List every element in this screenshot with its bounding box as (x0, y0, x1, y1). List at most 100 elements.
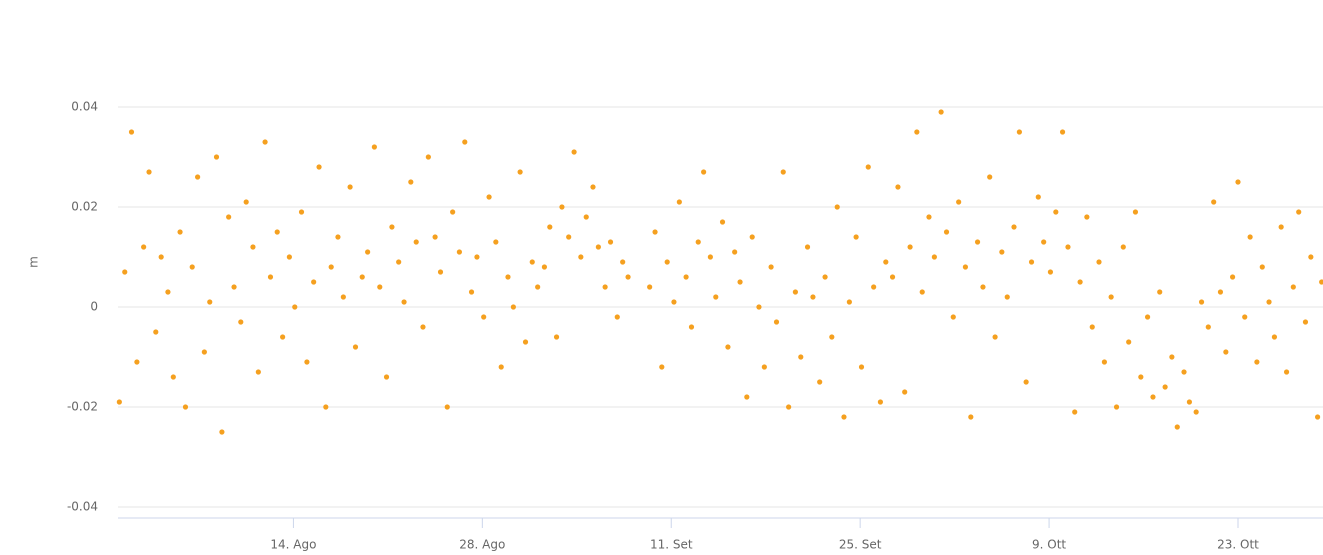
y-tick-label: 0.04 (71, 100, 98, 114)
point (1113, 404, 1120, 410)
x-tick-label: 14. Ago (270, 538, 316, 552)
point (207, 299, 213, 305)
point (401, 299, 407, 305)
point (280, 334, 286, 340)
point (1198, 299, 1205, 305)
point (571, 149, 577, 155)
point (153, 329, 159, 335)
point (652, 229, 658, 235)
point (1217, 289, 1224, 295)
point (377, 284, 383, 290)
point (578, 254, 584, 260)
point (201, 349, 207, 355)
x-tick-label: 25. Set (839, 538, 882, 552)
point (505, 274, 511, 280)
point (725, 344, 731, 350)
point (926, 214, 932, 220)
point (522, 339, 529, 345)
point (895, 184, 901, 190)
point (1108, 294, 1114, 300)
point (858, 364, 865, 370)
point (919, 289, 925, 295)
point (371, 144, 377, 150)
point (413, 239, 419, 245)
point (761, 364, 767, 370)
point (468, 289, 475, 295)
point (286, 254, 292, 260)
point (1126, 339, 1132, 345)
point (1089, 324, 1095, 330)
point (1065, 244, 1071, 250)
point (1138, 374, 1144, 380)
point (676, 199, 682, 205)
point (846, 299, 852, 305)
point (1174, 424, 1180, 430)
point (559, 204, 565, 210)
point (1193, 409, 1199, 415)
point (1072, 409, 1078, 415)
point (607, 239, 614, 245)
point (732, 249, 738, 255)
point (1211, 199, 1217, 205)
point (566, 234, 572, 240)
point (165, 289, 171, 295)
point (907, 244, 913, 250)
point (1308, 254, 1314, 260)
y-tick-label: 0 (90, 300, 98, 314)
point (134, 359, 140, 365)
point (595, 244, 601, 250)
point (992, 334, 998, 340)
point (141, 244, 147, 250)
point (1278, 224, 1284, 230)
point (425, 154, 431, 160)
point (1047, 269, 1054, 275)
point (719, 219, 726, 225)
point (365, 249, 371, 255)
point (158, 254, 164, 260)
point (213, 154, 220, 160)
point (182, 404, 189, 410)
point (625, 274, 631, 280)
point (298, 209, 305, 215)
point (756, 304, 762, 310)
point (853, 234, 859, 240)
point (1023, 379, 1029, 385)
point (456, 249, 462, 255)
point (780, 169, 786, 175)
point (786, 404, 792, 410)
point (335, 234, 341, 240)
point (1120, 244, 1126, 250)
point (481, 314, 487, 320)
point (707, 254, 713, 260)
point (1132, 209, 1139, 215)
x-tick-label: 9. Ott (1032, 538, 1066, 552)
point (116, 399, 122, 405)
point (529, 259, 535, 265)
point (931, 254, 937, 260)
point (889, 274, 896, 280)
point (189, 264, 195, 270)
point (262, 139, 268, 145)
point (547, 224, 553, 230)
point (817, 379, 823, 385)
point (250, 244, 256, 250)
point (1181, 369, 1187, 375)
x-tick-label: 28. Ago (459, 538, 505, 552)
point (659, 364, 665, 370)
point (938, 109, 944, 115)
point (773, 319, 780, 325)
point (170, 374, 176, 380)
point (128, 129, 135, 135)
point (688, 324, 695, 330)
point (987, 174, 993, 180)
point (829, 334, 835, 340)
point (902, 389, 908, 395)
point (1162, 384, 1168, 390)
point (865, 164, 871, 170)
point (323, 404, 329, 410)
point (255, 369, 261, 375)
point (122, 269, 128, 275)
point (1315, 414, 1321, 420)
point (810, 294, 816, 300)
